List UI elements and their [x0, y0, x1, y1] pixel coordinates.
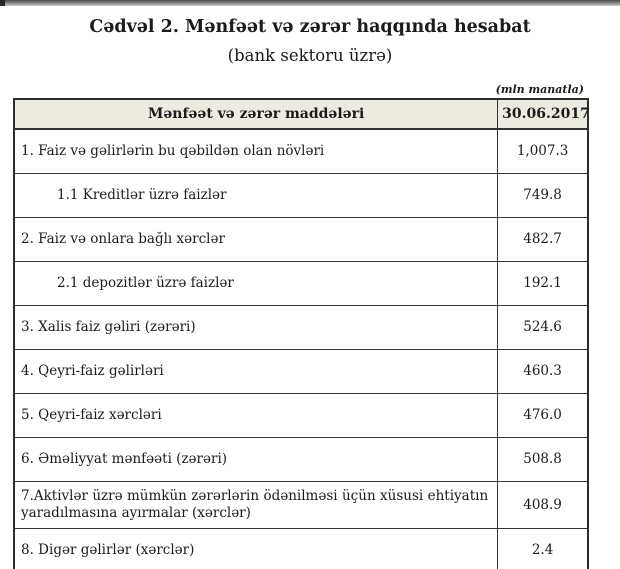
row-value: 2.4	[497, 528, 589, 569]
profit-loss-table: Mənfəət və zərər maddələri 30.06.2017 1.…	[13, 98, 590, 569]
table-row: 7.Aktivlər üzrə mümkün zərərlərin ödənil…	[13, 481, 589, 529]
table-row: 2.1 depozitlər üzrə faizlər 192.1	[13, 261, 589, 306]
row-value: 749.8	[497, 173, 589, 218]
row-value: 476.0	[497, 393, 589, 438]
row-value: 192.1	[497, 261, 589, 306]
row-label: 1.1 Kreditlər üzrə faizlər	[13, 173, 499, 218]
table-row: 5. Qeyri-faiz xərcləri 476.0	[13, 393, 589, 438]
table-row: 4. Qeyri-faiz gəlirləri 460.3	[13, 349, 589, 394]
page-subtitle: (bank sektoru üzrə)	[227, 46, 393, 65]
row-label: 3. Xalis faiz gəliri (zərəri)	[13, 305, 499, 350]
row-label: 4. Qeyri-faiz gəlirləri	[13, 349, 499, 394]
unit-note: (mln manatla)	[495, 83, 584, 96]
row-value: 1,007.3	[497, 128, 589, 174]
row-label: 6. Əməliyyat mənfəəti (zərəri)	[13, 437, 499, 482]
row-value: 460.3	[497, 349, 589, 394]
page-top-edge	[0, 0, 620, 6]
table-row: 8. Digər gəlirlər (xərclər) 2.4	[13, 528, 589, 569]
page-title: Cədvəl 2. Mənfəət və zərər haqqında hesa…	[89, 17, 531, 37]
table-header-row: Mənfəət və zərər maddələri 30.06.2017	[13, 98, 590, 130]
row-label: 1. Faiz və gəlirlərin bu qəbildən olan n…	[13, 128, 499, 174]
row-label: 2.1 depozitlər üzrə faizlər	[13, 261, 499, 306]
row-value: 524.6	[497, 305, 589, 350]
row-label: 8. Digər gəlirlər (xərclər)	[13, 528, 499, 569]
row-label: 2. Faiz və onlara bağlı xərclər	[13, 217, 499, 262]
table-header-items: Mənfəət və zərər maddələri	[13, 98, 499, 130]
table-row: 2. Faiz və onlara bağlı xərclər 482.7	[13, 217, 589, 262]
row-value: 482.7	[497, 217, 589, 262]
table-row: 6. Əməliyyat mənfəəti (zərəri) 508.8	[13, 437, 589, 482]
table-header-date: 30.06.2017	[497, 98, 590, 130]
table-row: 3. Xalis faiz gəliri (zərəri) 524.6	[13, 305, 589, 350]
table-row: 1.1 Kreditlər üzrə faizlər 749.8	[13, 173, 589, 218]
row-label: 7.Aktivlər üzrə mümkün zərərlərin ödənil…	[13, 481, 499, 529]
table-row: 1. Faiz və gəlirlərin bu qəbildən olan n…	[13, 128, 589, 174]
row-label: 5. Qeyri-faiz xərcləri	[13, 393, 499, 438]
row-value: 508.8	[497, 437, 589, 482]
row-value: 408.9	[497, 481, 589, 529]
